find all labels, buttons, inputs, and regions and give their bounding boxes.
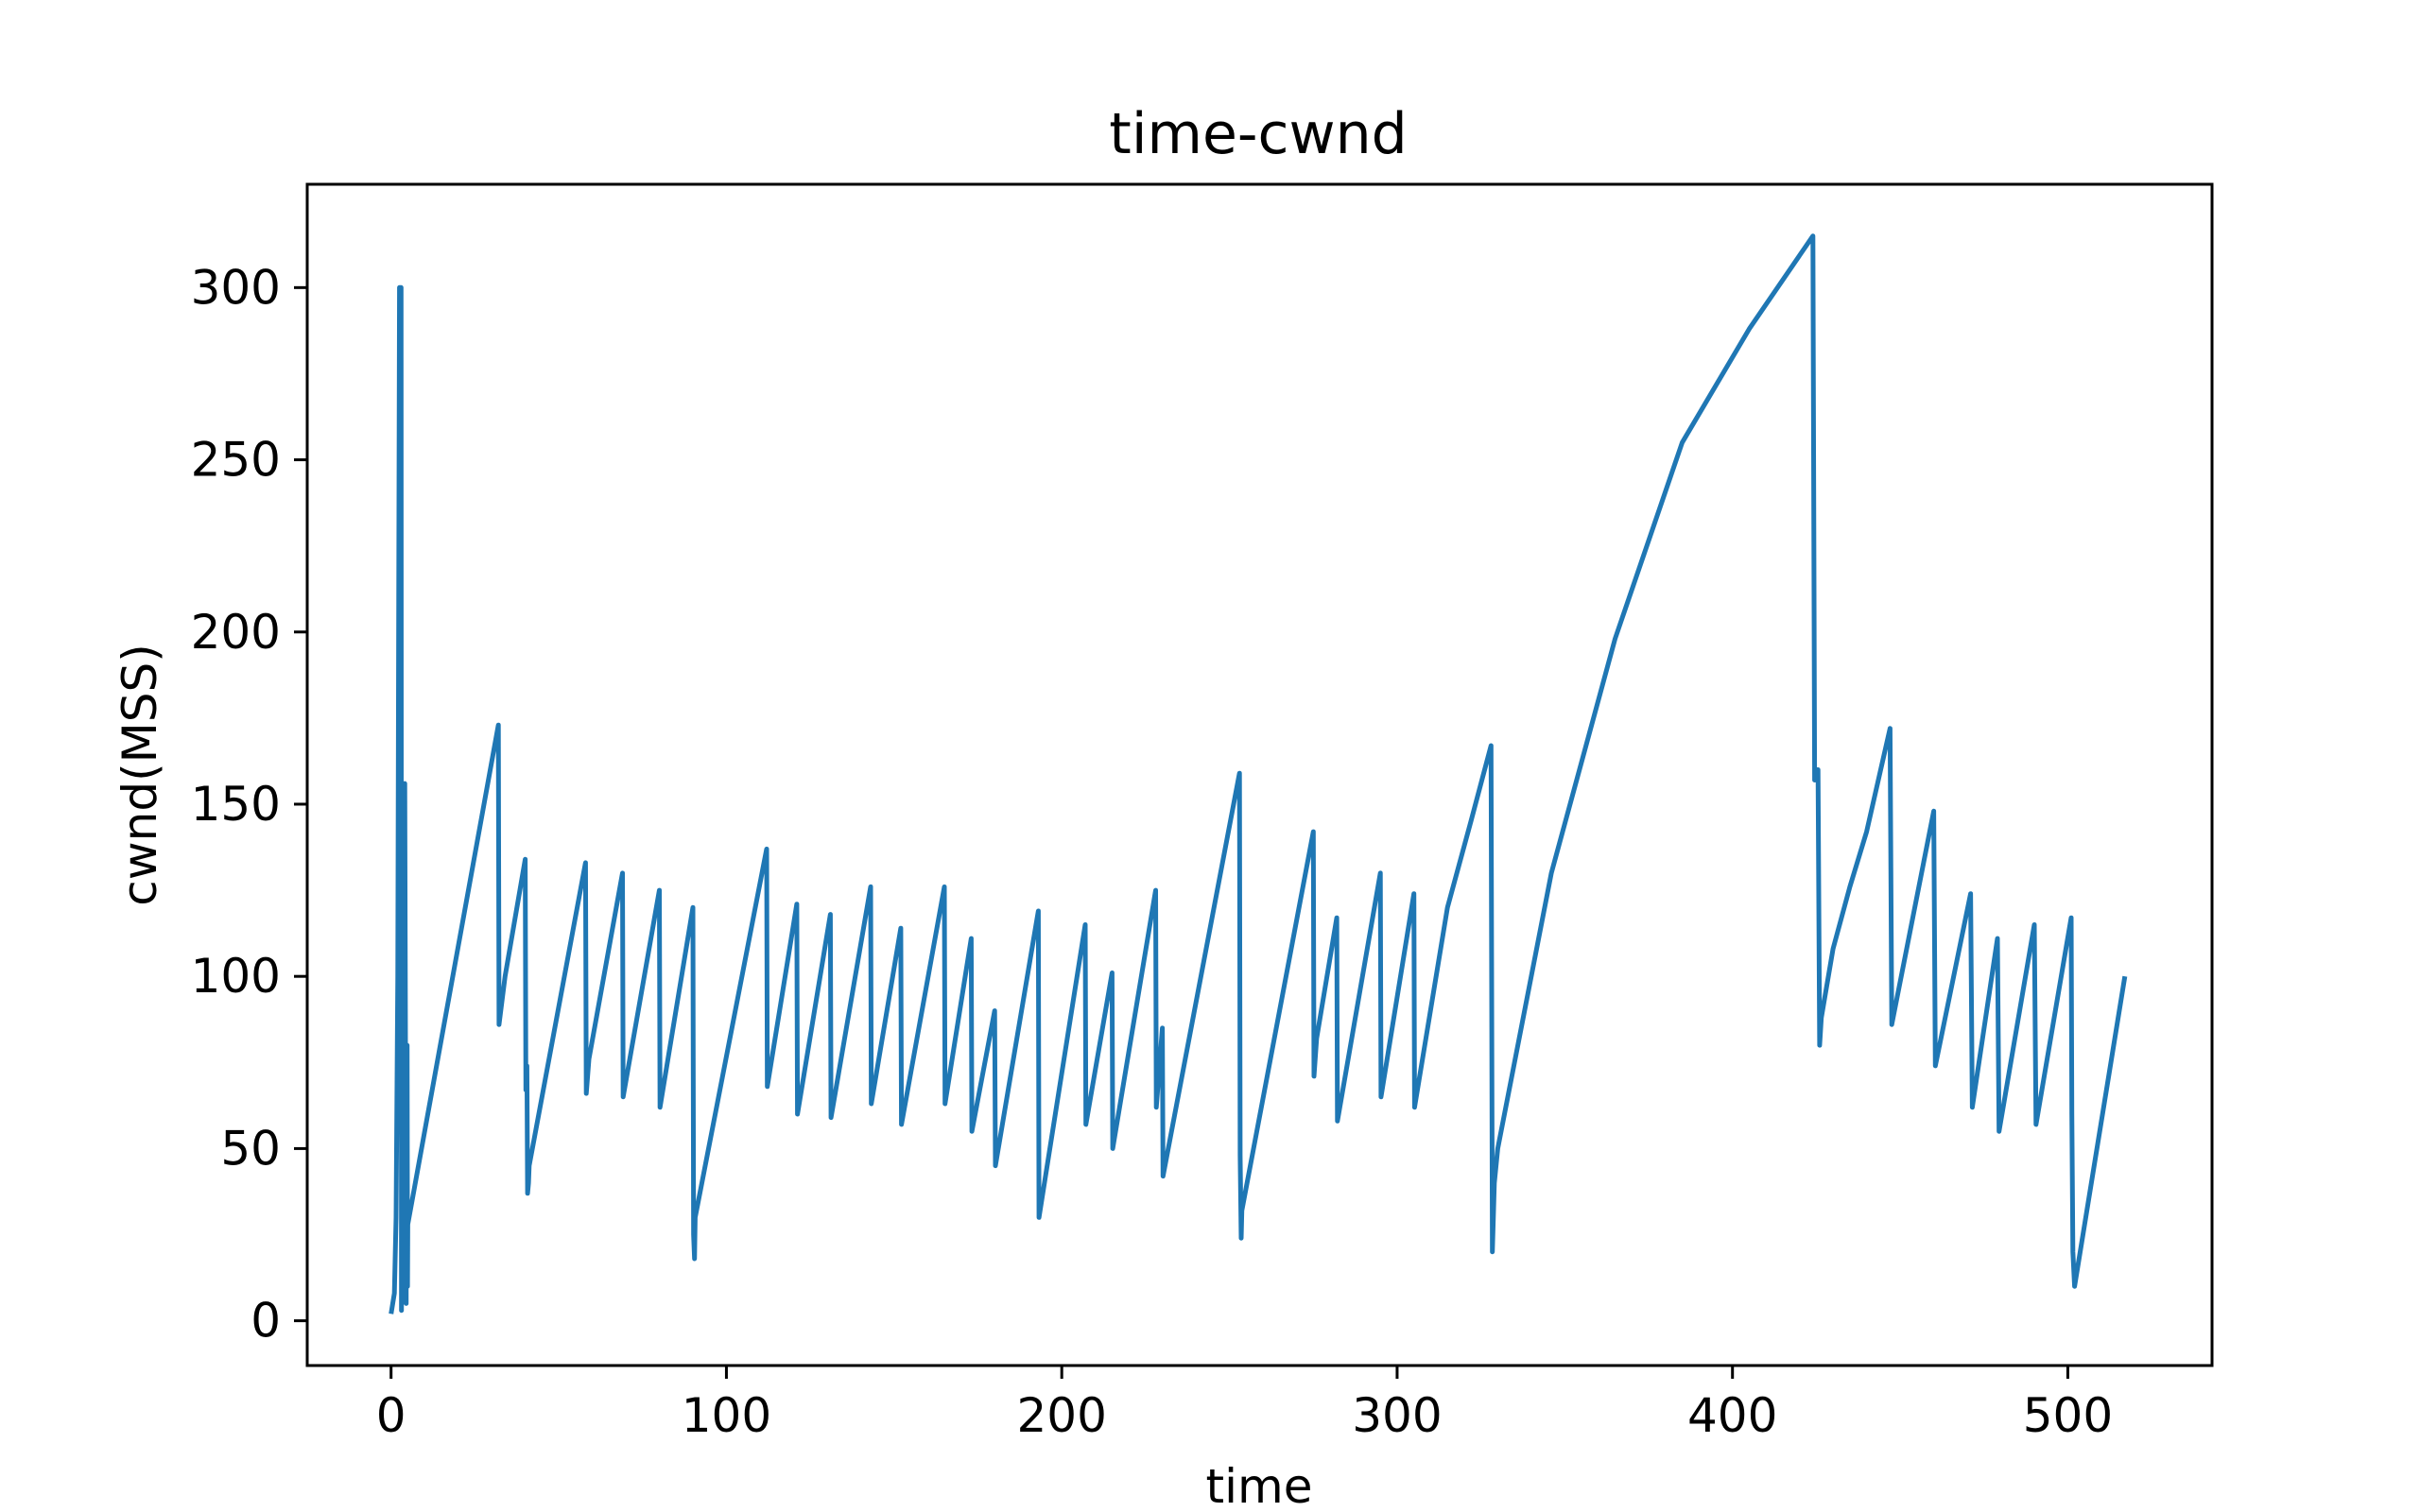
y-tick-label: 50 (220, 1121, 281, 1176)
x-axis-title: time (1206, 1459, 1313, 1512)
x-tick-label: 100 (682, 1388, 771, 1443)
x-tick-label: 0 (376, 1388, 406, 1443)
x-tick-label: 400 (1687, 1388, 1777, 1443)
plot-frame (305, 182, 2214, 1367)
x-axis: 0 100 200 300 400 500 (376, 1366, 2113, 1443)
y-tick-label: 100 (191, 949, 281, 1004)
series-line-0 (389, 233, 2128, 1314)
y-axis: 0 50 100 150 200 250 300 (191, 260, 307, 1349)
x-tick-label: 200 (1016, 1388, 1106, 1443)
y-tick-label: 200 (191, 605, 281, 660)
chart-title: time-cwnd (1109, 101, 1407, 167)
x-tick-label: 500 (2023, 1388, 2113, 1443)
x-tick-label: 300 (1352, 1388, 1442, 1443)
y-tick-label: 0 (251, 1294, 281, 1349)
y-tick-label: 250 (191, 433, 281, 488)
y-axis-title: cwnd(MSS) (112, 644, 167, 905)
y-tick-label: 150 (191, 777, 281, 832)
plot-area (389, 233, 2128, 1314)
y-tick-label: 300 (191, 260, 281, 315)
